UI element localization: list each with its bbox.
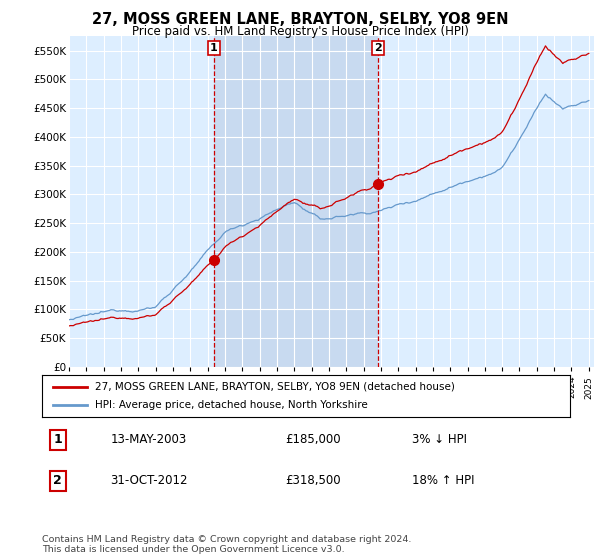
Text: HPI: Average price, detached house, North Yorkshire: HPI: Average price, detached house, Nort… — [95, 400, 368, 410]
Text: 18% ↑ HPI: 18% ↑ HPI — [412, 474, 474, 487]
Text: Price paid vs. HM Land Registry's House Price Index (HPI): Price paid vs. HM Land Registry's House … — [131, 25, 469, 38]
Bar — [214, 36, 378, 367]
Text: 1: 1 — [210, 43, 218, 53]
Text: Contains HM Land Registry data © Crown copyright and database right 2024.
This d: Contains HM Land Registry data © Crown c… — [42, 535, 412, 554]
Text: £185,000: £185,000 — [285, 433, 341, 446]
Text: 3% ↓ HPI: 3% ↓ HPI — [412, 433, 467, 446]
Text: 27, MOSS GREEN LANE, BRAYTON, SELBY, YO8 9EN (detached house): 27, MOSS GREEN LANE, BRAYTON, SELBY, YO8… — [95, 382, 455, 392]
Text: 27, MOSS GREEN LANE, BRAYTON, SELBY, YO8 9EN: 27, MOSS GREEN LANE, BRAYTON, SELBY, YO8… — [92, 12, 508, 27]
Text: 1: 1 — [53, 433, 62, 446]
Text: £318,500: £318,500 — [285, 474, 341, 487]
Text: 31-OCT-2012: 31-OCT-2012 — [110, 474, 188, 487]
Text: 13-MAY-2003: 13-MAY-2003 — [110, 433, 187, 446]
Text: 2: 2 — [374, 43, 382, 53]
Text: 2: 2 — [53, 474, 62, 487]
